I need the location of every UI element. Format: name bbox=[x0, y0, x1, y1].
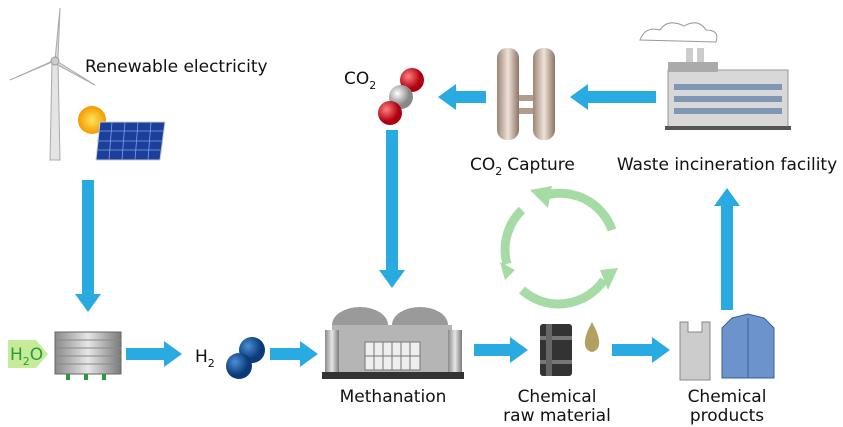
factory bbox=[639, 22, 791, 130]
label: products bbox=[690, 406, 764, 426]
flow-arrows bbox=[75, 84, 740, 367]
barrel bbox=[540, 322, 600, 376]
label: Waste incineration facility bbox=[617, 155, 837, 175]
water-input bbox=[8, 340, 48, 368]
capture-towers bbox=[497, 48, 555, 140]
solar bbox=[78, 106, 166, 161]
label: Renewable electricity bbox=[85, 57, 268, 77]
arrow bbox=[270, 341, 318, 367]
label: CO2 bbox=[344, 69, 376, 92]
arrow bbox=[126, 341, 182, 367]
arrow bbox=[714, 188, 740, 310]
cycle-arrowheads bbox=[500, 186, 618, 290]
label: Chemical bbox=[688, 387, 767, 407]
label: Chemical bbox=[518, 387, 597, 407]
label: Methanation bbox=[340, 387, 447, 407]
label: H2O bbox=[10, 345, 43, 368]
label: raw material bbox=[503, 406, 611, 426]
products-icons bbox=[679, 313, 775, 381]
electrolyzer bbox=[54, 331, 122, 380]
cycle-arrows bbox=[500, 188, 617, 309]
arrow bbox=[379, 130, 405, 288]
h2-molecule bbox=[226, 337, 265, 379]
arrow bbox=[570, 84, 656, 110]
wind-turbine bbox=[9, 7, 96, 161]
co2-molecule bbox=[378, 68, 424, 125]
arrow bbox=[438, 84, 486, 110]
methanation-plant bbox=[322, 307, 464, 379]
arrow bbox=[612, 337, 670, 363]
arrow bbox=[474, 337, 528, 363]
label: CO2 Capture bbox=[470, 155, 575, 178]
arrow bbox=[75, 180, 101, 312]
label: H2 bbox=[195, 347, 215, 370]
